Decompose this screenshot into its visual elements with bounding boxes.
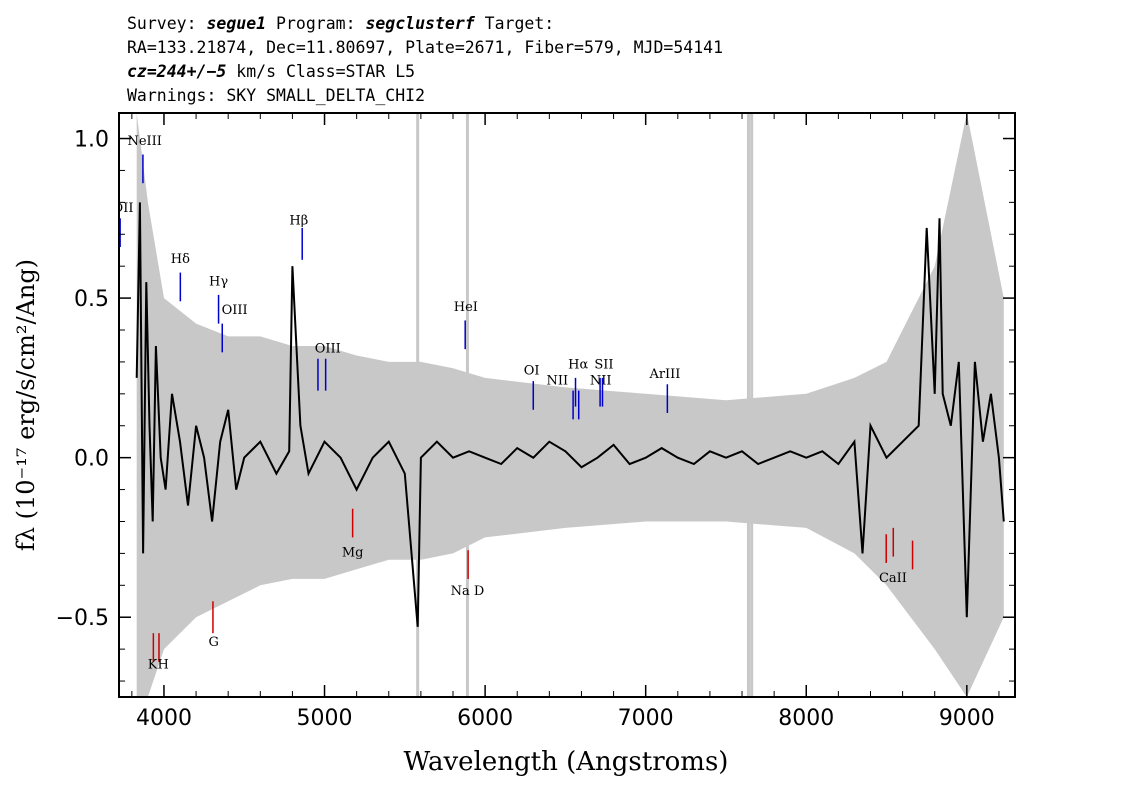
class-text: km/s Class=STAR L5 [226,62,416,81]
line-label: Mg [342,546,364,561]
y-tick-label: 0.5 [74,287,109,312]
line-label: NeIII [127,134,161,149]
x-tick-label: 9000 [939,706,995,731]
flux-layer [135,202,1005,627]
x-tick-label: 6000 [457,706,513,731]
line-label: SII [594,357,613,372]
header-line-4: Warnings: SKY SMALL_DELTA_CHI2 [127,86,426,105]
line-label: Hα [568,357,588,372]
line-label: KH [148,657,169,672]
line-label: Hβ [289,214,308,229]
line-label: Hδ [171,252,190,267]
program-value: segclusterf [365,14,475,33]
cz-value: cz=244+/−5 [127,62,227,81]
line-marker-layer [119,154,914,662]
line-label: ArIII [648,367,680,382]
line-label: Hγ [209,274,228,289]
target-label: Target: [474,14,555,33]
line-label: OII [113,201,134,216]
line-label: G [209,635,219,650]
error-band-layer [136,113,1004,697]
header-line-2: RA=133.21874, Dec=11.80697, Plate=2671, … [127,38,724,57]
line-label: CaII [879,571,907,586]
line-label: OIII [222,303,248,318]
sky-spike-layer [416,113,754,697]
line-label: OIII [315,341,341,356]
y-tick-label: 0.0 [74,447,109,472]
program-label: Program: [266,14,366,33]
plot-frame [118,112,1016,698]
line-label: NII [590,373,612,388]
x-tick-label: 5000 [297,706,353,731]
line-label: NII [547,373,569,388]
header-line-1: Survey: segue1 Program: segclusterf Targ… [127,14,554,34]
x-axis-label: Wavelength (Angstroms) [404,747,729,777]
line-label: Na D [451,584,485,599]
line-label: HeI [454,300,478,315]
x-tick-label: 8000 [778,706,834,731]
error-band [136,113,1004,697]
header-line-3: cz=244+/−5 km/s Class=STAR L5 [127,62,415,82]
line-label: OI [524,364,540,379]
y-axis-label: fλ (10⁻¹⁷ erg/s/cm²/Ang) [12,259,40,551]
y-tick-label: 1.0 [74,128,109,153]
flux-series-line [135,202,1005,627]
y-tick-label: −0.5 [56,606,109,631]
axes-layer: 4000 5000 6000 7000 8000 9000 −0.5 0.0 0.5 1.0 [56,113,1015,731]
survey-label: Survey: [127,14,207,33]
x-tick-label: 4000 [136,706,192,731]
survey-value: segue1 [206,14,267,33]
x-tick-label: 7000 [618,706,674,731]
